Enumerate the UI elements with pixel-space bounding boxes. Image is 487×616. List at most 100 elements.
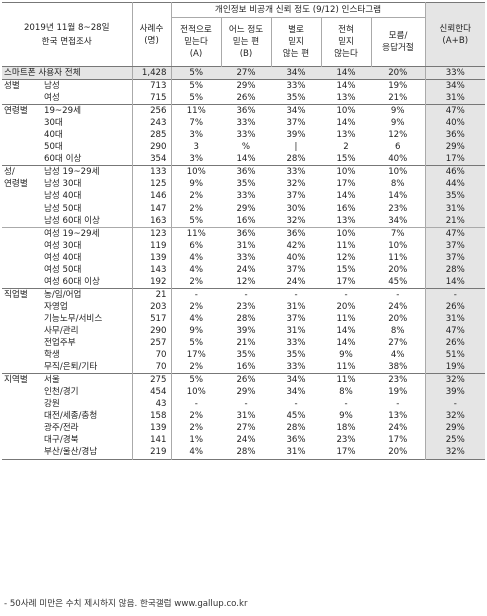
pct-dont-know: 45% — [388, 276, 408, 287]
table-row: 부산/울산/경남 219 4% 28% 31% 17% 20% 32% — [2, 446, 485, 459]
row-label: 학생 — [44, 350, 60, 361]
pct-not-at-all: 16% — [336, 203, 356, 214]
group-label — [2, 252, 42, 264]
pct-fully-trust: 2% — [170, 202, 221, 215]
row-label: 19~29세 — [44, 106, 81, 117]
row-label: 남성 — [44, 81, 60, 92]
row-label: 여성 50대 — [44, 264, 82, 275]
pct-dont-know: 13% — [388, 411, 408, 422]
table-row: 남성 50대 147 2% 29% 30% 16% 23% 31% — [2, 202, 485, 215]
table-row: 여성 19~29세 123 11% 36% 36% 10% 7% 47% — [2, 227, 485, 240]
row-label: 여성 40대 — [44, 252, 82, 263]
sample-size: 141 — [131, 434, 171, 447]
pct-somewhat-trust: % — [241, 142, 251, 153]
group-label — [2, 153, 42, 166]
group-label: 성별 — [4, 81, 20, 92]
pct-not-much-trust: | — [294, 142, 298, 153]
pct-trust-total: 40% — [424, 117, 485, 130]
pct-fully-trust: 2% — [170, 190, 221, 203]
pct-trust-total: 46% — [424, 165, 485, 179]
pct-trust-total: 14% — [424, 275, 485, 289]
sample-size: 125 — [131, 178, 171, 191]
pct-not-much-trust: 36% — [286, 228, 306, 239]
group-label — [2, 361, 42, 374]
pct-fully-trust: 4% — [170, 312, 221, 325]
group-label — [2, 386, 42, 398]
pct-somewhat-trust: - — [244, 399, 248, 410]
row-label: 남성 60대 이상 — [44, 215, 100, 226]
pct-fully-trust: 4% — [170, 251, 221, 264]
table-row: 학생 70 17% 35% 35% 9% 4% 51% — [2, 349, 485, 362]
pct-dont-know: 20% — [388, 313, 408, 324]
pct-not-much-trust: 31% — [286, 447, 306, 458]
pct-dont-know: - — [396, 289, 400, 300]
group-label — [2, 92, 42, 105]
sample-size: 354 — [131, 153, 171, 166]
pct-not-at-all: 13% — [336, 93, 356, 104]
option-header-not-at-all: 전혀 믿지 않는다 — [320, 17, 371, 67]
sample-size: 243 — [131, 117, 171, 130]
pct-somewhat-trust: 26% — [236, 375, 256, 386]
pct-fully-trust: 10% — [170, 165, 221, 179]
pct-dont-know: 19% — [388, 387, 408, 398]
pct-not-at-all: - — [344, 289, 348, 300]
survey-info: 2019년 11월 8~28일 한국 면접조사 — [2, 2, 132, 67]
pct-fully-trust: 2% — [170, 275, 221, 289]
row-label: 광주/전라 — [44, 423, 79, 434]
sample-size: 143 — [131, 263, 171, 276]
sample-size: 123 — [131, 227, 171, 240]
sample-size: 70 — [131, 349, 171, 362]
pct-dont-know: 24% — [388, 301, 408, 312]
sample-size: 285 — [131, 129, 171, 142]
pct-trust-total: 26% — [424, 337, 485, 350]
pct-dont-know: 6 — [395, 142, 401, 153]
pct-fully-trust: 2% — [170, 422, 221, 435]
group-label — [2, 141, 42, 153]
pct-not-much-trust: 31% — [286, 301, 306, 312]
pct-trust-total: 47% — [424, 227, 485, 240]
pct-not-much-trust: 34% — [286, 106, 306, 117]
pct-not-at-all: 14% — [336, 81, 356, 92]
pct-not-much-trust: 30% — [286, 203, 306, 214]
sample-size: 192 — [131, 275, 171, 289]
pct-not-much-trust: 33% — [286, 362, 306, 373]
pct-fully-trust: 6% — [170, 239, 221, 252]
pct-trust-total: 34% — [424, 79, 485, 93]
pct-fully-trust: 9% — [170, 324, 221, 338]
pct-dont-know: 9% — [390, 106, 405, 117]
group-label: 지역별 — [4, 375, 28, 386]
pct-not-much-trust: 39% — [286, 130, 306, 141]
pct-dont-know: 7% — [390, 228, 405, 239]
row-label: 대구/경북 — [44, 435, 79, 446]
pct-fully-trust: 9% — [170, 178, 221, 191]
pct-somewhat-trust: 39% — [236, 326, 256, 336]
group-label — [2, 337, 42, 349]
table-row: 남성 40대 146 2% 33% 37% 14% 14% 35% — [2, 190, 485, 203]
pct-trust-total: 28% — [424, 263, 485, 276]
pct-not-much-trust: - — [294, 289, 298, 300]
row-label: 40대 — [44, 130, 63, 141]
table-row: 50대 290 3% | 2 6 29% — [2, 141, 485, 154]
pct-not-at-all: 11% — [336, 375, 356, 386]
pct-not-at-all: 17% — [336, 276, 356, 287]
pct-trust-total: 32% — [424, 446, 485, 459]
pct-fully-trust: 1% — [170, 434, 221, 447]
sample-size: 119 — [131, 239, 171, 252]
pct-somewhat-trust: 36% — [236, 228, 256, 239]
pct-dont-know: 20% — [388, 68, 408, 79]
pct-not-much-trust: 35% — [286, 93, 306, 104]
group-label: 성/ — [4, 167, 15, 178]
pct-not-at-all: 23% — [336, 435, 356, 446]
pct-not-much-trust: 37% — [286, 264, 306, 275]
pct-trust-total: 19% — [424, 361, 485, 374]
pct-dont-know: - — [396, 399, 400, 410]
group-label: 직업별 — [4, 289, 28, 300]
row-label: 부산/울산/경남 — [44, 447, 98, 458]
pct-not-at-all: 10% — [336, 167, 356, 178]
group-label — [2, 129, 42, 141]
sample-size: 290 — [131, 324, 171, 338]
trust-header: 신뢰한다 (A+B) — [424, 2, 485, 67]
table-row: 남성 60대 이상 163 5% 16% 32% 13% 34% 21% — [2, 214, 485, 228]
pct-dont-know: 24% — [388, 423, 408, 434]
pct-fully-trust: - — [170, 398, 221, 411]
